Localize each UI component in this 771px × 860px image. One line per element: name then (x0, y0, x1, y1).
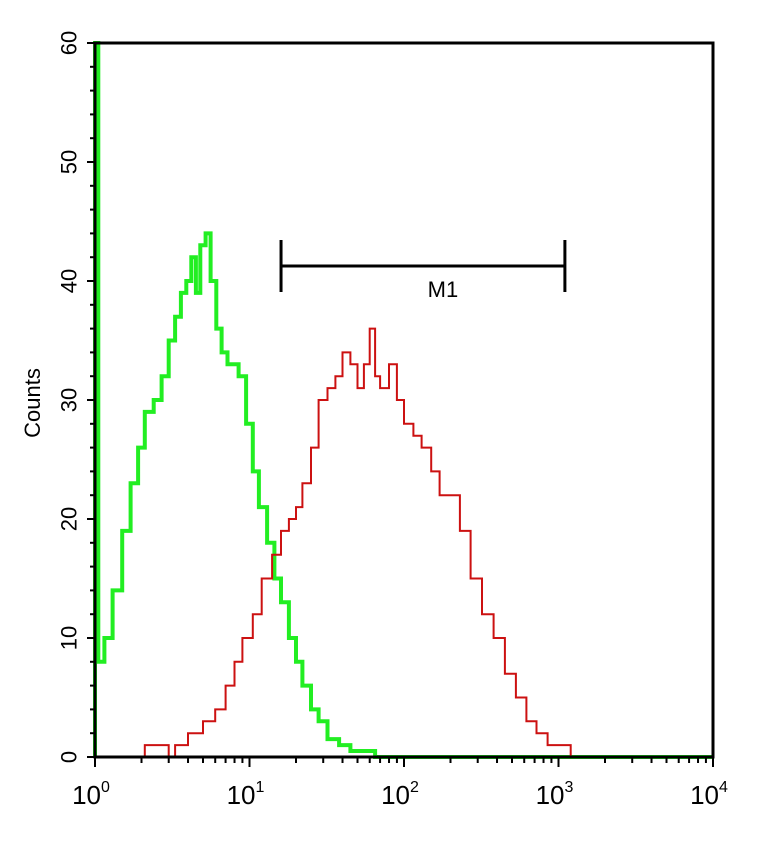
gate-label: M1 (428, 277, 459, 302)
x-tick-label: 101 (227, 779, 265, 810)
y-tick-label: 10 (57, 626, 82, 650)
x-tick-label: 104 (690, 779, 728, 810)
y-tick-label: 0 (57, 751, 82, 763)
plot-area (93, 41, 713, 759)
y-tick-label: 30 (57, 388, 82, 412)
x-tick-label: 100 (72, 779, 110, 810)
x-tick-label: 102 (381, 779, 419, 810)
axes: 0 10 20 30 40 50 60 100 101 102 103 104 M1 (57, 31, 729, 810)
histogram-series-1 (93, 41, 713, 759)
y-tick-label: 20 (57, 507, 82, 531)
y-tick-label: 60 (57, 31, 82, 55)
x-tick-label: 103 (536, 779, 574, 810)
y-tick-label: 50 (57, 150, 82, 174)
y-axis-label: Counts (20, 368, 45, 438)
y-tick-label: 40 (57, 269, 82, 293)
histogram-series-2 (95, 327, 713, 758)
